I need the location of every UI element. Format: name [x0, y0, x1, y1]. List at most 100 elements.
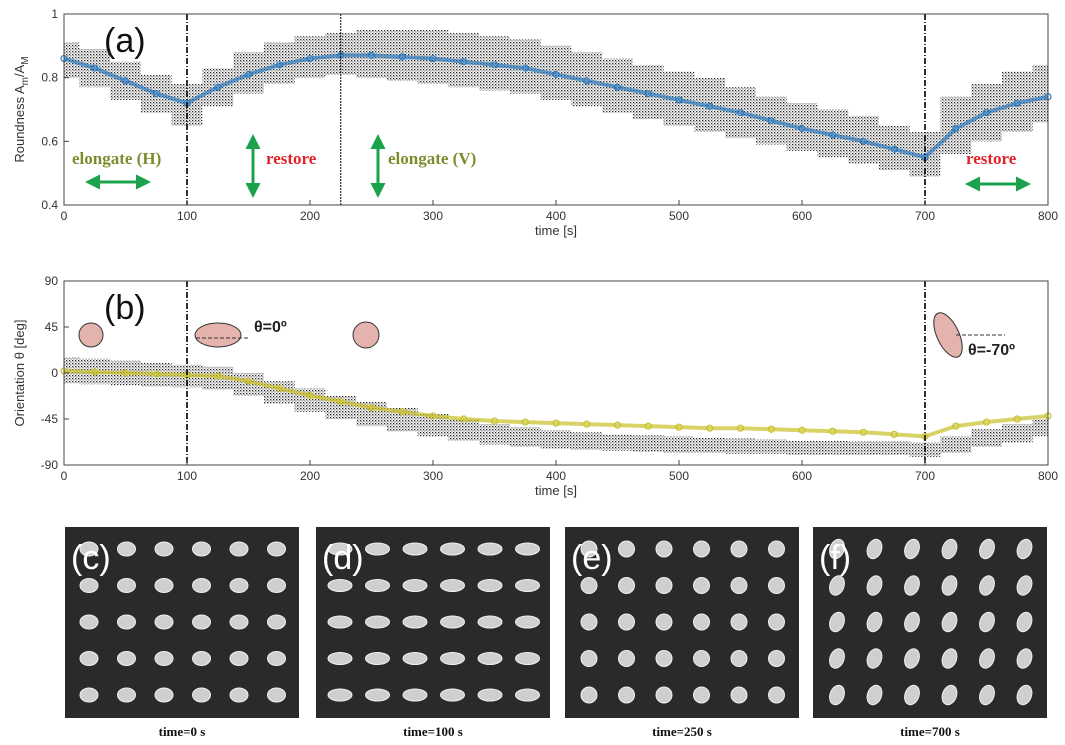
dot — [327, 652, 353, 665]
dot — [440, 688, 465, 702]
dot — [904, 575, 920, 596]
x-tick-label: 800 — [1038, 469, 1058, 483]
dot — [1016, 575, 1033, 596]
dot — [117, 651, 136, 666]
dot — [402, 542, 428, 556]
mean-point — [890, 430, 898, 438]
dot — [618, 540, 635, 558]
arrows — [85, 134, 1031, 198]
mean-point — [91, 64, 99, 72]
annotation: θ=-70º — [968, 342, 1015, 359]
dot — [693, 577, 710, 594]
dot — [154, 651, 174, 666]
dot — [515, 688, 540, 702]
cloud-band — [694, 437, 726, 453]
dot — [655, 650, 673, 667]
dot — [515, 652, 540, 665]
cloud-band — [725, 438, 756, 454]
dot — [618, 650, 635, 667]
dot — [979, 538, 995, 560]
dot — [402, 579, 428, 592]
image-label: (c) — [71, 539, 111, 577]
dot — [693, 650, 710, 667]
image-caption: time=100 s — [403, 724, 463, 739]
mean-point — [552, 419, 560, 427]
x-tick-label: 100 — [177, 469, 197, 483]
mean-point — [152, 89, 160, 98]
x-tick-label: 400 — [546, 209, 566, 223]
mean-point — [583, 77, 591, 85]
cloud-band — [848, 441, 879, 455]
dot — [117, 687, 136, 703]
dot — [941, 611, 958, 633]
cloud-band — [1001, 424, 1033, 443]
cloud-band — [1032, 419, 1048, 437]
dot — [730, 577, 748, 594]
mean-point — [736, 424, 745, 432]
icon — [78, 322, 104, 348]
dot — [267, 687, 286, 703]
dot — [904, 648, 920, 669]
image — [813, 527, 1047, 718]
y-axis-label-part: /A — [12, 64, 27, 77]
mean-point — [613, 83, 622, 91]
dot — [829, 648, 845, 669]
dot — [192, 541, 211, 557]
y-axis-label-part: M — [20, 56, 31, 64]
mean-point — [583, 420, 591, 428]
cloud-band — [509, 427, 541, 447]
cloud-band — [786, 440, 818, 455]
dot — [267, 578, 286, 593]
x-tick-label: 0 — [61, 469, 68, 483]
dot — [580, 577, 598, 594]
dot — [365, 652, 390, 665]
dot — [580, 613, 598, 631]
image-caption: time=700 s — [900, 724, 960, 739]
dot — [365, 688, 390, 702]
image-label: (f) — [819, 539, 851, 577]
dot — [402, 615, 428, 629]
dot — [730, 540, 748, 558]
mean-point — [767, 425, 775, 433]
dot — [693, 686, 710, 704]
mean-line — [63, 53, 1049, 160]
cloud-band — [571, 432, 603, 450]
dot — [768, 540, 785, 558]
dot — [979, 611, 995, 633]
dot — [730, 650, 748, 667]
dot — [154, 614, 174, 630]
mean-line — [63, 368, 1049, 439]
dot — [655, 686, 673, 704]
image-caption: time=250 s — [652, 724, 712, 739]
dot — [866, 684, 883, 706]
mean-point — [306, 391, 314, 400]
mean-point — [275, 61, 283, 69]
mean-point — [829, 131, 837, 139]
dot — [904, 611, 920, 633]
dot — [866, 538, 883, 560]
dot — [1016, 611, 1033, 633]
mean-point — [890, 145, 898, 153]
dot — [693, 540, 710, 558]
mean-point — [121, 77, 130, 85]
dot — [768, 650, 785, 667]
dot — [941, 575, 958, 596]
cloud-band — [755, 439, 787, 454]
dot — [477, 542, 503, 556]
dot — [941, 648, 958, 669]
mean-point — [337, 398, 345, 406]
y-axis-label-part: Roundness A — [12, 85, 27, 163]
mean-point — [982, 109, 991, 117]
dot — [1016, 648, 1033, 669]
cloud-band — [878, 441, 910, 455]
mean-point — [398, 408, 406, 416]
dot — [79, 651, 99, 666]
annotation: elongate (H) — [72, 149, 161, 168]
dot — [79, 687, 99, 703]
icon — [194, 322, 242, 348]
x-tick-label: 700 — [915, 209, 935, 223]
dot — [440, 652, 465, 665]
mean-point — [306, 54, 314, 63]
image — [316, 527, 550, 718]
mean-point — [398, 53, 406, 61]
